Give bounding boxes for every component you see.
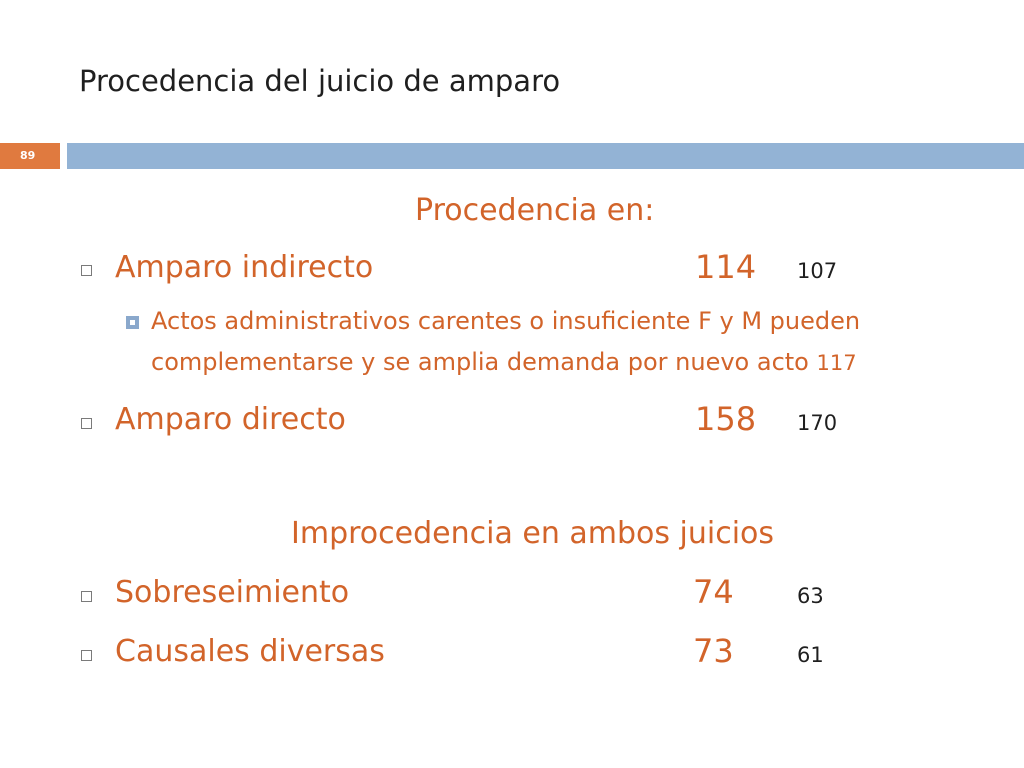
procedencia-heading: Procedencia en: [415, 193, 655, 228]
amparo-directo-primary-number: 158 [695, 400, 757, 438]
amparo-directo-secondary-number: 170 [797, 411, 838, 435]
amparo-indirecto-primary-number: 114 [695, 248, 757, 286]
sobreseimiento-primary-number: 74 [693, 573, 734, 611]
sub-item-line-2-text: complementarse y se amplia demanda por n… [151, 348, 809, 376]
sobreseimiento-label: Sobreseimiento [115, 575, 350, 610]
amparo-indirecto-secondary-number: 107 [797, 259, 838, 283]
title-divider-bar [67, 143, 1024, 169]
improcedencia-heading: Improcedencia en ambos juicios [291, 516, 775, 551]
sub-square-bullet-icon [126, 316, 139, 329]
causales-diversas-label: Causales diversas [115, 634, 385, 669]
square-bullet-icon [81, 650, 92, 661]
square-bullet-icon [81, 591, 92, 602]
causales-diversas-secondary-number: 61 [797, 643, 824, 667]
square-bullet-icon [81, 418, 92, 429]
amparo-indirecto-label: Amparo indirecto [115, 250, 374, 285]
slide-title: Procedencia del juicio de amparo [79, 64, 561, 98]
sub-item-ref: 117 [816, 351, 857, 375]
sub-item-line-2: complementarse y se amplia demanda por n… [151, 348, 857, 376]
amparo-directo-label: Amparo directo [115, 402, 346, 437]
sub-item-line-1: Actos administrativos carentes o insufic… [151, 307, 861, 335]
square-bullet-icon [81, 265, 92, 276]
causales-diversas-primary-number: 73 [693, 632, 734, 670]
page-number-badge: 89 [0, 143, 60, 169]
sobreseimiento-secondary-number: 63 [797, 584, 824, 608]
